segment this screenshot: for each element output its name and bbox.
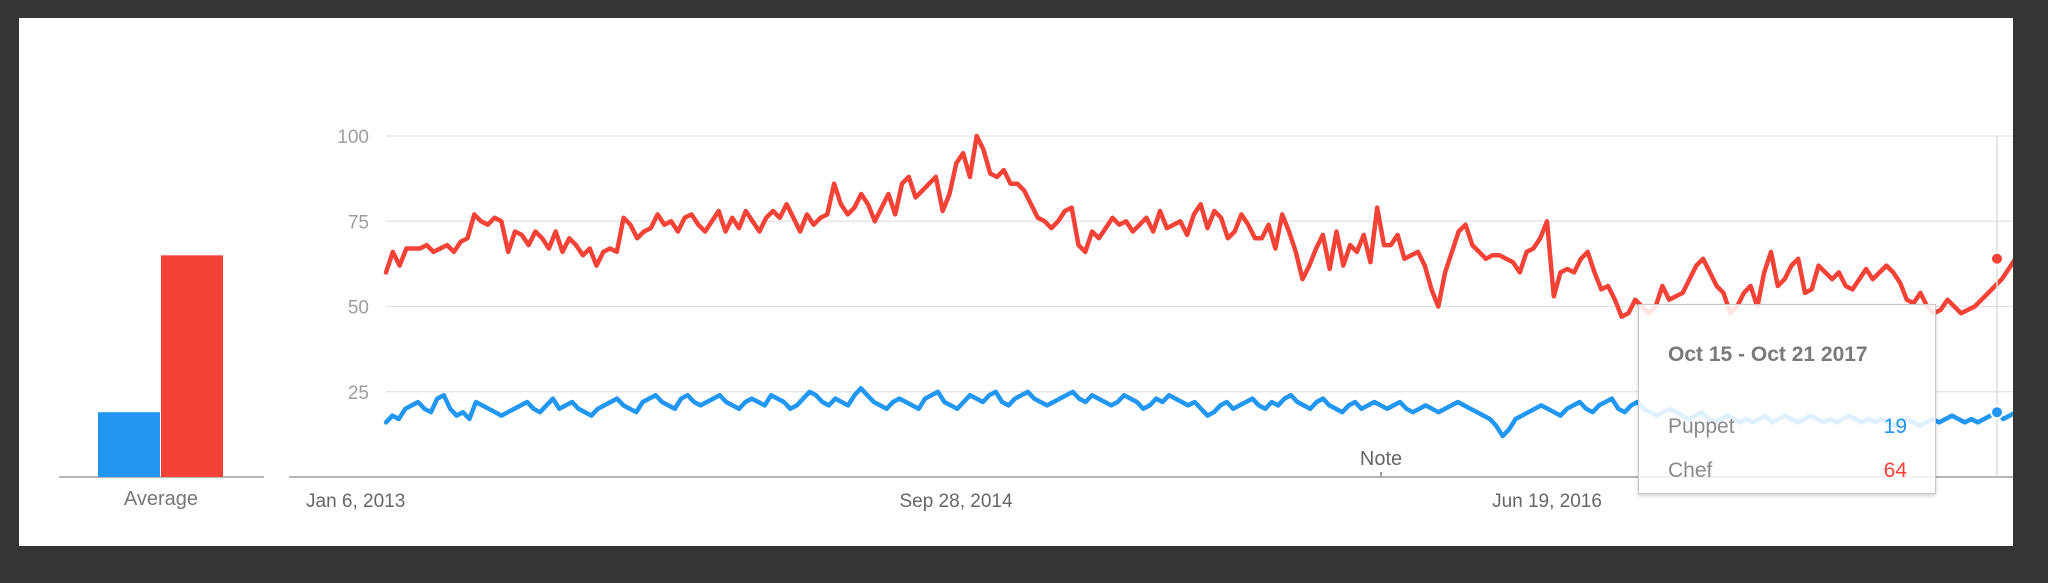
note-annotation[interactable]: Note <box>1360 448 1402 477</box>
average-label: Average <box>124 488 198 510</box>
hover-point-chef <box>1990 251 2004 266</box>
tooltip-row-chef: Chef 64 <box>1668 459 1907 483</box>
series-line-chef[interactable] <box>383 133 2013 319</box>
gridlines <box>386 135 2013 393</box>
y-tick-labels: 25 50 75 100 <box>337 127 369 404</box>
tooltip-row-puppet: Puppet 19 <box>1668 415 1907 439</box>
note-label[interactable]: Note <box>1360 448 1402 470</box>
hover-point-puppet <box>1990 405 2004 420</box>
x-tick-label-1: Sep 28, 2014 <box>899 491 1012 512</box>
hover-tooltip: Oct 15 - Oct 21 2017 Puppet 19 Chef 64 <box>1638 304 1936 494</box>
x-tick-labels: Jan 6, 2013 Sep 28, 2014 Jun 19, 2016 <box>306 491 1602 512</box>
y-tick-label-25: 25 <box>348 383 369 404</box>
trends-chart: Average 25 50 75 100 Jan 6, 2013 Sep 28, 20… <box>59 127 2013 512</box>
chart-panel: Average 25 50 75 100 Jan 6, 2013 Sep 28, 20… <box>19 18 2013 546</box>
tooltip-series-name-puppet: Puppet <box>1668 415 1735 438</box>
y-tick-label-50: 50 <box>348 298 369 319</box>
tooltip-date: Oct 15 - Oct 21 2017 <box>1668 343 1868 366</box>
x-tick-label-0: Jan 6, 2013 <box>306 491 405 512</box>
average-bar-chart: Average <box>59 255 264 510</box>
average-bar-chef[interactable] <box>161 255 223 477</box>
y-tick-label-100: 100 <box>337 127 369 148</box>
tooltip-value-chef: 64 <box>1883 459 1907 482</box>
tooltip-value-puppet: 19 <box>1883 415 1907 438</box>
x-tick-label-2: Jun 19, 2016 <box>1492 491 1602 512</box>
y-tick-label-75: 75 <box>348 212 369 233</box>
tooltip-series-name-chef: Chef <box>1668 459 1713 482</box>
average-bar-puppet[interactable] <box>98 412 160 477</box>
